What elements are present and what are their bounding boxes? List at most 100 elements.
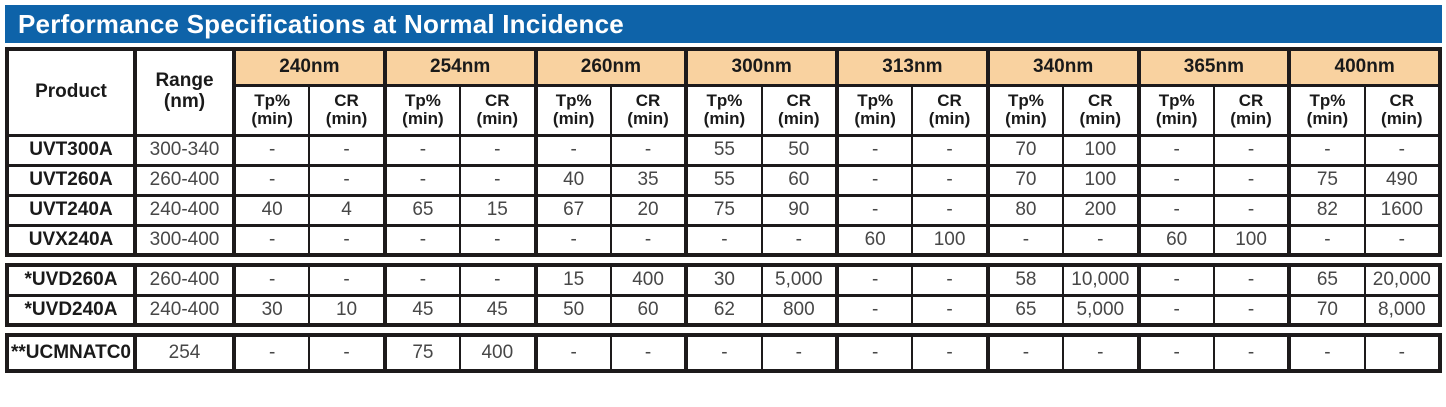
- spec-value-cell: 60: [609, 293, 688, 327]
- tp-label: Tp%: [254, 91, 291, 111]
- spec-value-cell: 100: [1062, 133, 1140, 167]
- spec-value-cell: -: [834, 163, 914, 197]
- spec-value-cell: 70: [985, 133, 1065, 167]
- spec-value-cell: 490: [1363, 163, 1442, 197]
- spec-value-cell: -: [834, 133, 914, 167]
- spec-value-cell: -: [382, 223, 462, 257]
- spec-value-cell: -: [1136, 263, 1215, 297]
- cr-min-subheader-365nm: CR (min): [1212, 83, 1291, 137]
- table-title-bar: Performance Specifications at Normal Inc…: [5, 5, 1442, 43]
- spec-value-cell: -: [382, 263, 462, 297]
- spec-value-cell: -: [834, 193, 914, 227]
- cr-label: CR: [937, 91, 962, 111]
- spec-value-cell: -: [1136, 333, 1215, 373]
- spec-value-cell: 400: [459, 333, 537, 373]
- spec-value-cell: 65: [1287, 263, 1366, 297]
- spec-value-cell: -: [1287, 133, 1366, 167]
- spec-value-cell: -: [533, 333, 612, 373]
- spec-value-cell: 4: [308, 193, 386, 227]
- range-cell: 300-340: [133, 133, 235, 167]
- spec-value-cell: -: [609, 333, 688, 373]
- product-cell: **UCMNATC0: [6, 333, 136, 373]
- table-row: *UVD240A 240-400 30 10 45 45 50 60 62 800- -65 5,00…: [6, 293, 1442, 327]
- wavelength-header-254nm: 254nm: [382, 47, 537, 87]
- range-header-line1: Range: [155, 70, 214, 92]
- spec-value-cell: 100: [1062, 163, 1140, 197]
- spec-value-cell: -: [1287, 223, 1366, 257]
- spec-value-cell: -: [760, 223, 839, 257]
- spec-value-cell: -: [609, 133, 688, 167]
- tp-min-subheader-260nm: Tp% (min): [533, 83, 612, 137]
- spec-table-body: UVT300A 300-340- - - - - -55 50- -70 100- - - - UVT26…: [6, 133, 1442, 257]
- spec-value-cell: -: [533, 133, 612, 167]
- cr-label: CR: [1389, 91, 1415, 111]
- spec-value-cell: 90: [760, 193, 839, 227]
- min-label: (min): [854, 109, 896, 128]
- spec-value-cell: 65: [985, 293, 1065, 327]
- min-label: (min): [402, 109, 444, 128]
- tp-label: Tp%: [1007, 91, 1044, 111]
- table-row: *UVD260A 260-400- - - -15 400 30 5,000- -58 10,00…: [6, 263, 1442, 297]
- wavelength-header-240nm: 240nm: [232, 47, 386, 87]
- spec-value-cell: -: [459, 223, 537, 257]
- spec-value-cell: -: [231, 333, 311, 373]
- spec-value-cell: -: [1136, 133, 1215, 167]
- tp-label: Tp%: [706, 91, 743, 111]
- cr-min-subheader-300nm: CR (min): [760, 83, 839, 137]
- spec-value-cell: 200: [1062, 193, 1140, 227]
- spec-value-cell: 5,000: [1062, 293, 1140, 327]
- cr-min-subheader-313nm: CR (min): [911, 83, 989, 137]
- product-column-header: Product: [6, 47, 136, 137]
- spec-value-cell: 100: [1212, 223, 1291, 257]
- spec-table-body: **UCMNATC0 254- -75 400- - - - - - - - - - - -: [6, 333, 1442, 373]
- wavelength-header-260nm: 260nm: [533, 47, 688, 87]
- spec-value-cell: 100: [911, 223, 989, 257]
- wavelength-header-340nm: 340nm: [985, 47, 1140, 87]
- tp-min-subheader-400nm: Tp% (min): [1287, 83, 1366, 137]
- tp-label: Tp%: [1309, 91, 1346, 111]
- spec-value-cell: -: [834, 293, 914, 327]
- spec-value-cell: -: [231, 223, 311, 257]
- spec-table-body: *UVD260A 260-400- - - -15 400 30 5,000- -58 10,00…: [6, 263, 1442, 327]
- spec-table-header: Product Range (nm) 240nm 254nm 260nm 300nm 313n…: [6, 47, 1442, 137]
- range-cell: 260-400: [133, 163, 235, 197]
- spec-value-cell: -: [834, 333, 914, 373]
- header-row-wavelengths: Product Range (nm) 240nm 254nm 260nm 300nm 313n…: [6, 47, 1441, 137]
- min-label: (min): [476, 109, 519, 128]
- cr-label: CR: [635, 91, 661, 111]
- spec-value-cell: -: [1212, 293, 1291, 327]
- cr-label: CR: [786, 91, 812, 111]
- spec-value-cell: -: [1212, 333, 1291, 373]
- min-label: (min): [627, 109, 669, 128]
- spec-value-cell: 55: [684, 163, 763, 197]
- spec-value-cell: 45: [459, 293, 537, 327]
- spec-value-cell: -: [231, 163, 311, 197]
- spec-value-cell: 400: [609, 263, 688, 297]
- spec-value-cell: 1600: [1363, 193, 1442, 227]
- spec-value-cell: 10,000: [1062, 263, 1140, 297]
- spec-value-cell: -: [459, 263, 537, 297]
- min-label: (min): [1079, 109, 1122, 128]
- spec-table-section-2: *UVD260A 260-400- - - -15 400 30 5,000- -58 10,00…: [5, 263, 1442, 327]
- spec-value-cell: 40: [231, 193, 311, 227]
- tp-label: Tp%: [857, 91, 894, 111]
- spec-value-cell: 15: [459, 193, 537, 227]
- tp-min-subheader-240nm: Tp% (min): [231, 83, 311, 137]
- range-cell: 300-400: [133, 223, 235, 257]
- spec-value-cell: -: [684, 333, 763, 373]
- spec-value-cell: 5,000: [760, 263, 839, 297]
- spec-value-cell: -: [231, 133, 311, 167]
- spec-value-cell: -: [459, 163, 537, 197]
- product-cell: *UVD240A: [6, 293, 136, 327]
- spec-value-cell: 70: [1287, 293, 1366, 327]
- min-label: (min): [778, 109, 820, 128]
- spec-value-cell: -: [911, 293, 989, 327]
- spec-value-cell: 10: [308, 293, 386, 327]
- spec-value-cell: -: [1136, 193, 1215, 227]
- min-label: (min): [1230, 109, 1272, 128]
- wavelength-header-365nm: 365nm: [1136, 47, 1291, 87]
- table-row: UVT240A 240-400 40 4 65 15 67 20 75 90- -80 200- -82…: [6, 193, 1442, 227]
- cr-min-subheader-240nm: CR (min): [308, 83, 386, 137]
- tp-min-subheader-300nm: Tp% (min): [684, 83, 763, 137]
- spec-value-cell: -: [609, 223, 688, 257]
